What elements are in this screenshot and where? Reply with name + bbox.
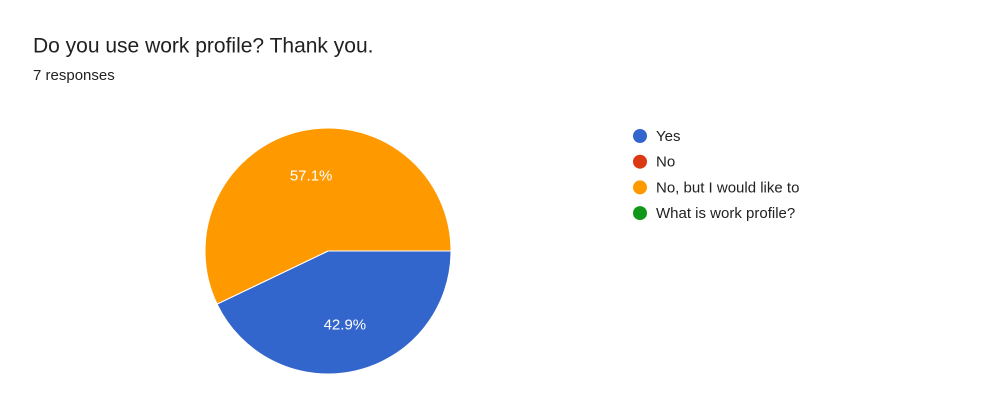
legend-swatch (633, 180, 647, 195)
legend-swatch (633, 129, 647, 143)
legend-label: What is work profile? (656, 205, 795, 222)
legend-label: No, but I would like to (656, 179, 799, 196)
legend-label: Yes (656, 128, 680, 145)
legend-swatch (633, 154, 647, 169)
pie-slice (204, 127, 452, 305)
value-label: 42.9% (324, 316, 367, 333)
value-label: 57.1% (290, 168, 333, 185)
pie-slice (216, 250, 452, 375)
legend-label: No (656, 154, 675, 171)
chart-subtitle: 7 responses (33, 67, 115, 84)
chart-title: Do you use work profile? Thank you. (33, 35, 373, 58)
legend-swatch (633, 206, 647, 221)
